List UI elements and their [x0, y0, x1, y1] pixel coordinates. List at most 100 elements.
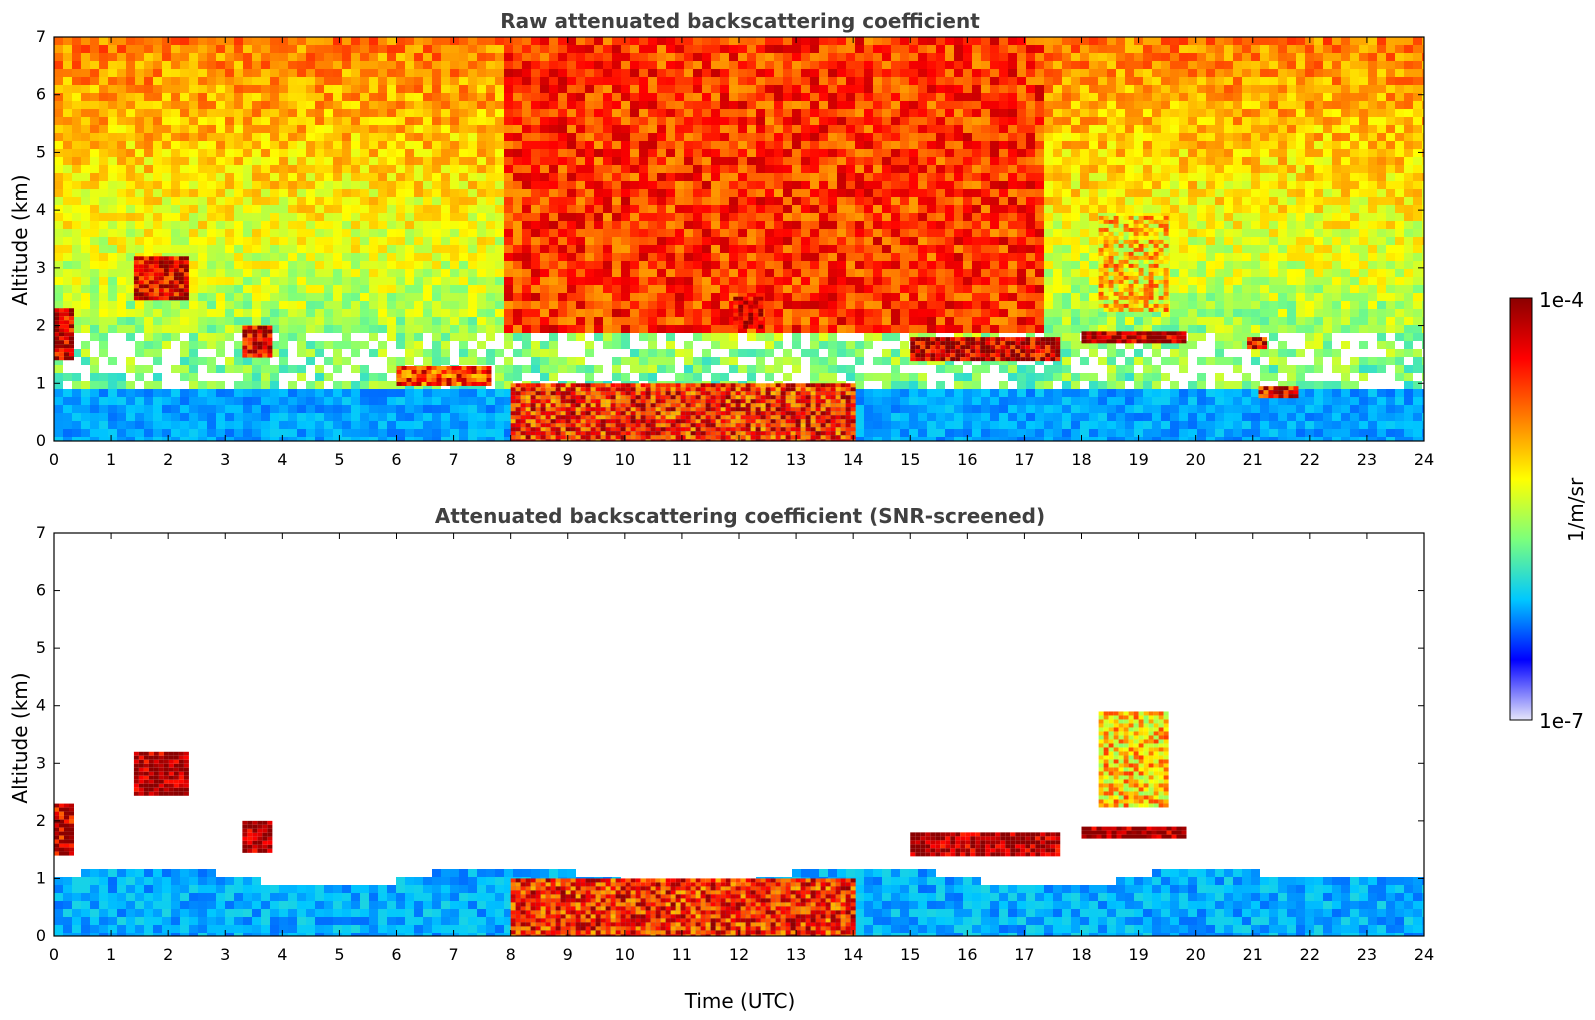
heatmap-cell	[432, 141, 441, 149]
heatmap-cell	[108, 317, 117, 325]
heatmap-cell	[864, 61, 873, 69]
heatmap-cell	[153, 301, 162, 309]
heatmap-cell	[972, 205, 981, 213]
heatmap-cell	[315, 349, 324, 357]
heatmap-cell	[342, 437, 351, 441]
heatmap-cell	[126, 397, 135, 405]
heatmap-cell	[702, 93, 711, 101]
heatmap-cell	[207, 341, 216, 349]
heatmap-cell	[117, 277, 126, 285]
heatmap-cell	[918, 237, 927, 245]
heatmap-cell	[621, 117, 630, 125]
heatmap-cell	[954, 285, 963, 293]
heatmap-cell	[936, 317, 945, 325]
heatmap-cell	[513, 93, 522, 101]
heatmap-cell	[126, 117, 135, 125]
heatmap-cell	[783, 261, 792, 269]
heatmap-cell	[900, 269, 909, 277]
heatmap-cell	[540, 157, 549, 165]
heatmap-cell	[405, 37, 414, 45]
heatmap-cell	[612, 101, 621, 109]
heatmap-cell	[504, 333, 513, 341]
heatmap-cell	[81, 85, 90, 93]
heatmap-cell	[351, 269, 360, 277]
heatmap-cell	[54, 381, 63, 389]
heatmap-cell	[594, 69, 603, 77]
heatmap-cell	[549, 85, 558, 93]
heatmap-cell	[711, 221, 720, 229]
heatmap-cell	[972, 301, 981, 309]
heatmap-cell	[747, 237, 756, 245]
heatmap-cell	[477, 429, 486, 437]
heatmap-cell	[225, 365, 234, 373]
heatmap-cell	[450, 149, 459, 157]
heatmap-cell	[252, 429, 261, 437]
heatmap-cell	[639, 197, 648, 205]
heatmap-cell	[315, 157, 324, 165]
heatmap-cell	[243, 221, 252, 229]
heatmap-cell	[315, 205, 324, 213]
heatmap-cell	[549, 45, 558, 53]
heatmap-cell	[207, 117, 216, 125]
heatmap-cell	[630, 357, 639, 365]
heatmap-cell	[126, 413, 135, 421]
heatmap-cell	[657, 93, 666, 101]
heatmap-cell	[288, 37, 297, 45]
heatmap-cell	[801, 325, 810, 333]
heatmap-cell	[189, 125, 198, 133]
heatmap-cell	[972, 253, 981, 261]
heatmap-cell	[171, 173, 180, 181]
heatmap-cell	[927, 317, 936, 325]
heatmap-cell	[801, 53, 810, 61]
heatmap-cell	[153, 45, 162, 53]
heatmap-cell	[261, 357, 270, 365]
heatmap-cell	[333, 77, 342, 85]
heatmap-cell	[297, 141, 306, 149]
heatmap-cell	[666, 61, 675, 69]
heatmap-cell	[387, 165, 396, 173]
heatmap-cell	[621, 181, 630, 189]
heatmap-cell	[531, 109, 540, 117]
heatmap-cell	[90, 173, 99, 181]
heatmap-cell	[567, 93, 576, 101]
heatmap-cell	[504, 77, 513, 85]
heatmap-cell	[783, 149, 792, 157]
heatmap-cell	[171, 301, 180, 309]
heatmap-cell	[963, 389, 972, 397]
heatmap-cell	[828, 309, 837, 317]
heatmap-cell	[630, 277, 639, 285]
heatmap-cell	[963, 125, 972, 133]
heatmap-cell	[576, 45, 585, 53]
heatmap-cell	[297, 85, 306, 93]
heatmap-cell	[846, 317, 855, 325]
heatmap-cell	[252, 173, 261, 181]
heatmap-cell	[387, 173, 396, 181]
heatmap-cell	[333, 173, 342, 181]
heatmap-cell	[918, 93, 927, 101]
heatmap-cell	[675, 197, 684, 205]
heatmap-cell	[675, 253, 684, 261]
heatmap-cell	[963, 61, 972, 69]
heatmap-cell	[225, 253, 234, 261]
heatmap-cell	[369, 317, 378, 325]
heatmap-cell	[657, 45, 666, 53]
heatmap-cell	[873, 213, 882, 221]
heatmap-cell	[315, 45, 324, 53]
heatmap-cell	[513, 349, 522, 357]
heatmap-cell	[873, 53, 882, 61]
heatmap-cell	[414, 141, 423, 149]
heatmap-cell	[225, 117, 234, 125]
heatmap-cell	[468, 173, 477, 181]
heatmap-cell	[927, 397, 936, 405]
heatmap-cell	[270, 421, 279, 429]
heatmap-cell	[234, 285, 243, 293]
heatmap-cell	[567, 189, 576, 197]
heatmap-cell	[216, 125, 225, 133]
heatmap-cell	[495, 365, 504, 373]
heatmap-cell	[324, 173, 333, 181]
heatmap-cell	[72, 301, 81, 309]
heatmap-cell	[189, 237, 198, 245]
heatmap-cell	[837, 309, 846, 317]
heatmap-cell	[558, 45, 567, 53]
heatmap-cell	[396, 429, 405, 437]
